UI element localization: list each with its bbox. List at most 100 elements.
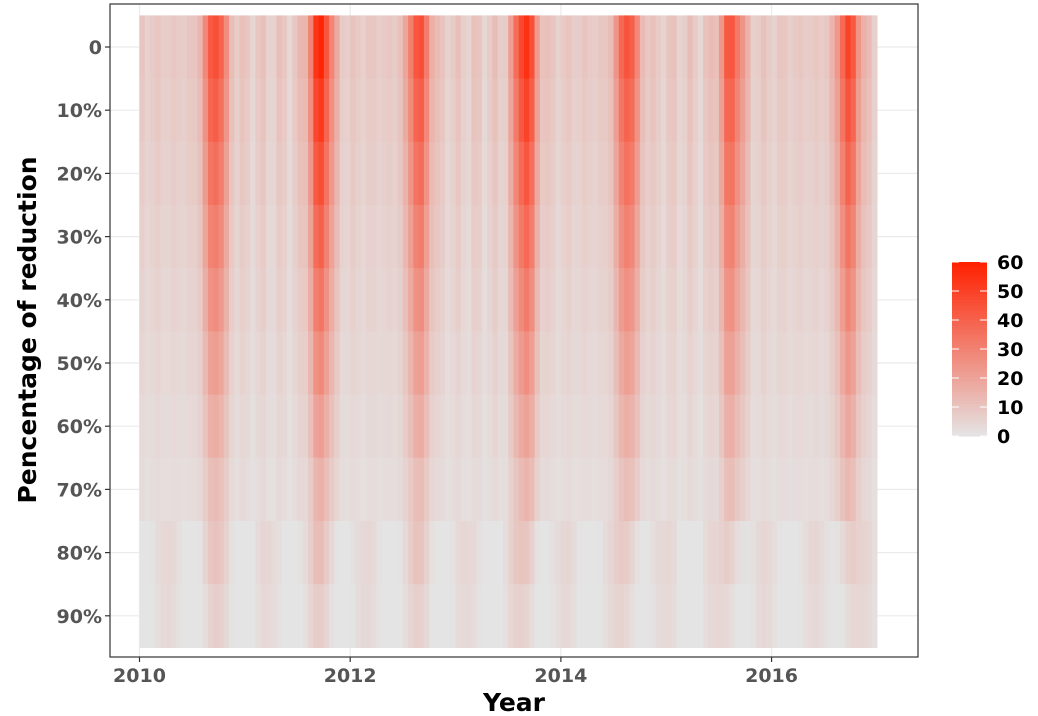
heat-cell [818, 457, 825, 522]
legend-swatch [952, 267, 987, 272]
heat-cell [555, 521, 562, 585]
heat-cell [745, 78, 752, 143]
heat-cell [281, 268, 288, 332]
heat-cell [418, 141, 425, 206]
heat-cell [265, 141, 272, 206]
heat-cell [608, 15, 615, 80]
heat-cell [408, 331, 414, 396]
heat-cell [655, 331, 662, 396]
legend-label: 20 [997, 368, 1023, 390]
heat-cell [418, 268, 425, 332]
heat-cell [529, 268, 536, 332]
heat-cell [371, 584, 378, 648]
heat-cell [371, 78, 378, 143]
heat-cell [371, 457, 378, 522]
heat-cell [755, 141, 762, 206]
heat-cell [265, 394, 272, 459]
heat-cell [550, 15, 557, 80]
heat-cell [787, 205, 794, 269]
heat-cell [697, 141, 704, 206]
heat-cell [381, 78, 388, 143]
heat-cell [729, 331, 736, 396]
heat-cell [718, 521, 725, 585]
heat-cell [676, 331, 683, 396]
heat-cell [829, 394, 836, 459]
heat-cell [755, 15, 762, 80]
heat-cell [186, 78, 193, 143]
heat-cell [329, 331, 335, 396]
heat-cell [255, 15, 262, 80]
heat-cell [729, 521, 736, 585]
heat-cell [350, 394, 357, 459]
heat-cell [808, 15, 815, 80]
heat-cell [524, 15, 530, 80]
heat-cell [376, 141, 383, 206]
heat-cell [592, 268, 599, 332]
heat-cell [497, 268, 504, 332]
heat-cell [592, 394, 599, 459]
heat-cell [597, 15, 604, 80]
heat-cell [339, 457, 346, 522]
legend-swatch [952, 415, 987, 420]
heat-cell [861, 141, 867, 206]
heat-cell [450, 141, 457, 206]
heat-cell [471, 268, 478, 332]
heat-cell [255, 268, 262, 332]
heat-cell [476, 521, 483, 585]
heat-cell [413, 331, 420, 396]
heat-cell [392, 457, 399, 522]
heat-cell [560, 205, 567, 269]
heat-cell [176, 78, 183, 143]
heat-cell [560, 268, 567, 332]
heat-cell [603, 331, 609, 396]
heat-cell [592, 457, 599, 522]
heat-cell [534, 584, 541, 648]
heat-cell [592, 78, 599, 143]
heat-cell [745, 521, 752, 585]
heat-cell [197, 268, 204, 332]
heat-cell [576, 584, 583, 648]
heat-cell [608, 141, 615, 206]
heat-cell [550, 78, 557, 143]
heat-cell [276, 268, 283, 332]
heat-cell [713, 205, 720, 269]
heat-cell [724, 331, 731, 396]
heat-cell [555, 78, 562, 143]
heat-cell [466, 457, 472, 522]
heat-cell [645, 268, 652, 332]
heat-cell [297, 141, 304, 206]
heat-cell [829, 205, 836, 269]
heat-cell [344, 205, 351, 269]
heat-cell [803, 584, 810, 648]
heat-cell [508, 521, 515, 585]
heat-cell [392, 15, 399, 80]
heat-cell [845, 78, 852, 143]
heat-cell [160, 331, 167, 396]
heat-cell [771, 205, 778, 269]
heat-cell [545, 394, 551, 459]
heat-cell [534, 205, 541, 269]
heat-cell [761, 141, 767, 206]
heat-cell [782, 141, 788, 206]
heat-cell [318, 394, 325, 459]
heat-cell [560, 15, 567, 80]
legend-swatch [952, 360, 987, 365]
heat-cell [855, 15, 862, 80]
heat-cell [355, 584, 362, 648]
heat-cell [360, 15, 367, 80]
heat-cell [545, 584, 551, 648]
heat-cell [782, 78, 788, 143]
heat-cell [587, 78, 594, 143]
heat-cell [487, 15, 494, 80]
heat-cell [176, 141, 183, 206]
heat-cell [624, 268, 630, 332]
heat-cell [703, 331, 709, 396]
heat-cell [555, 268, 562, 332]
heat-cell [576, 394, 583, 459]
heat-cell [445, 205, 451, 269]
heat-cell [329, 15, 335, 80]
heat-cell [434, 205, 441, 269]
heat-cell [718, 457, 725, 522]
heat-cell [466, 584, 472, 648]
heat-cell [545, 331, 551, 396]
